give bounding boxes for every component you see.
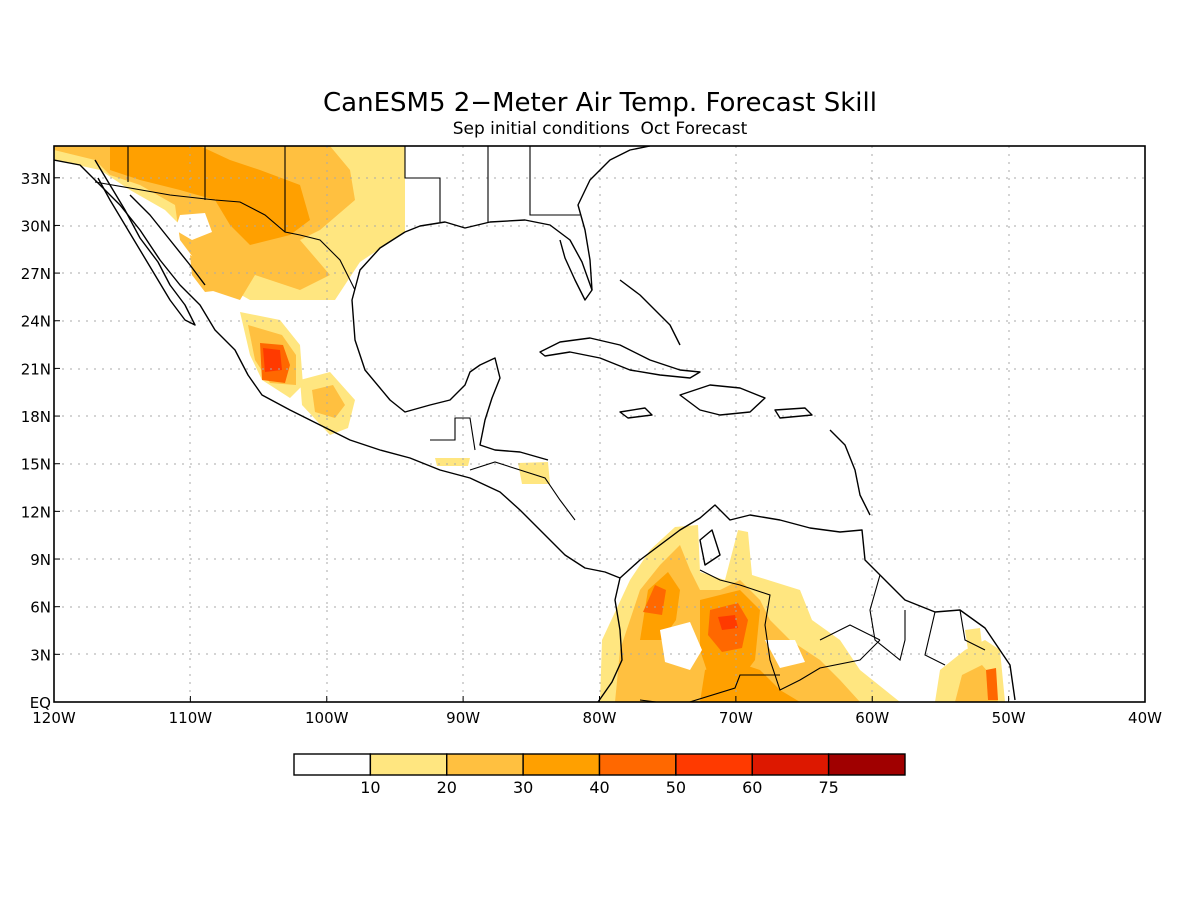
lon-label: 80W xyxy=(583,709,617,727)
lon-label: 60W xyxy=(855,709,889,727)
lat-label: 9N xyxy=(30,551,51,569)
coast-hispaniola xyxy=(679,384,766,416)
coast-caribbean-south-america xyxy=(619,504,1016,701)
lon-label: 120W xyxy=(32,709,76,727)
lon-label: 70W xyxy=(719,709,753,727)
lon-label: 110W xyxy=(169,709,213,727)
legend-swatch xyxy=(675,753,753,776)
legend-swatch xyxy=(751,753,830,776)
legend-swatch xyxy=(522,753,601,776)
lat-label: 15N xyxy=(21,456,51,474)
coast-pacific-south-america xyxy=(597,577,623,702)
coast-baja-california xyxy=(94,159,196,326)
graticule xyxy=(54,146,1145,702)
lat-label: 21N xyxy=(21,360,51,378)
skill-hole-south-america-1 xyxy=(660,622,702,670)
lat-label: 27N xyxy=(21,265,51,283)
skill-area-south-america-l5 xyxy=(718,615,738,630)
legend-label: 10 xyxy=(360,778,380,797)
color-bar-legend: 10 20 30 40 50 60 75 xyxy=(293,753,906,797)
border-guianas xyxy=(869,574,986,666)
legend-label: 20 xyxy=(437,778,457,797)
coast-atlantic-us xyxy=(577,146,651,291)
legend-label: 50 xyxy=(666,778,686,797)
skill-area-guianas-l3 xyxy=(986,668,998,700)
map-title: CanESM5 2−Meter Air Temp. Forecast Skill xyxy=(323,88,877,118)
skill-area-central-mexico-l4 xyxy=(263,348,282,372)
lon-label: 50W xyxy=(992,709,1026,727)
legend-label: 40 xyxy=(589,778,609,797)
longitude-labels: 120W 110W 100W 90W 80W 70W 60W 50W 40W xyxy=(32,696,1162,727)
skill-area-honduras xyxy=(518,462,550,484)
skill-shading xyxy=(54,146,1005,702)
political-borders xyxy=(94,146,986,702)
coast-gulf-of-california xyxy=(129,194,206,286)
skill-hole-south-america-2 xyxy=(765,640,805,668)
lon-label: 40W xyxy=(1128,709,1162,727)
border-central-america xyxy=(469,461,576,521)
legend-swatch xyxy=(369,753,448,776)
border-colombia-venezuela xyxy=(699,569,881,691)
coast-cuba xyxy=(539,337,701,379)
border-us-states xyxy=(127,146,580,232)
skill-hole-southwest xyxy=(175,213,212,240)
lat-label: 24N xyxy=(21,313,51,331)
legend-label: 30 xyxy=(513,778,533,797)
lat-label: 18N xyxy=(21,408,51,426)
latitude-labels: 33N 30N 27N 24N 21N 18N 15N 12N 9N 6N 3N EQ xyxy=(21,170,60,712)
coast-jamaica xyxy=(619,407,653,419)
coast-lesser-antilles xyxy=(829,429,871,516)
skill-area-southern-mexico-l2 xyxy=(312,385,345,418)
lon-label: 90W xyxy=(446,709,480,727)
legend-label: 75 xyxy=(818,778,838,797)
skill-area-guianas-north xyxy=(965,628,982,650)
border-venezuela-brazil xyxy=(819,624,881,641)
lat-label: 30N xyxy=(21,217,51,235)
coast-pacific-north-america xyxy=(54,159,621,579)
skill-area-south-america-l4b xyxy=(643,585,666,615)
lat-label: 6N xyxy=(30,599,51,617)
skill-area-southwest-l3 xyxy=(110,146,310,245)
legend-label: 60 xyxy=(742,778,762,797)
lat-label: EQ xyxy=(30,694,51,712)
skill-area-guatemala xyxy=(435,458,470,466)
lon-label: 100W xyxy=(305,709,349,727)
coast-lake-maracaibo xyxy=(699,529,721,566)
coast-bahamas xyxy=(619,279,681,346)
border-us-mexico xyxy=(94,181,356,291)
lat-label: 33N xyxy=(21,170,51,188)
legend-swatch xyxy=(446,753,524,776)
coastlines xyxy=(54,146,1016,702)
border-colombia-south xyxy=(639,674,780,702)
coast-gulf-north xyxy=(404,219,593,301)
legend-swatch xyxy=(827,753,906,776)
border-mexico-guatemala xyxy=(430,417,476,451)
legend-swatch xyxy=(293,753,372,776)
map-subtitle: Sep initial conditions Oct Forecast xyxy=(453,119,748,139)
lat-label: 3N xyxy=(30,646,51,664)
legend-swatch xyxy=(598,753,677,776)
coast-puerto-rico xyxy=(774,407,813,419)
coast-gulf-of-mexico xyxy=(351,231,549,461)
lat-label: 12N xyxy=(21,503,51,521)
